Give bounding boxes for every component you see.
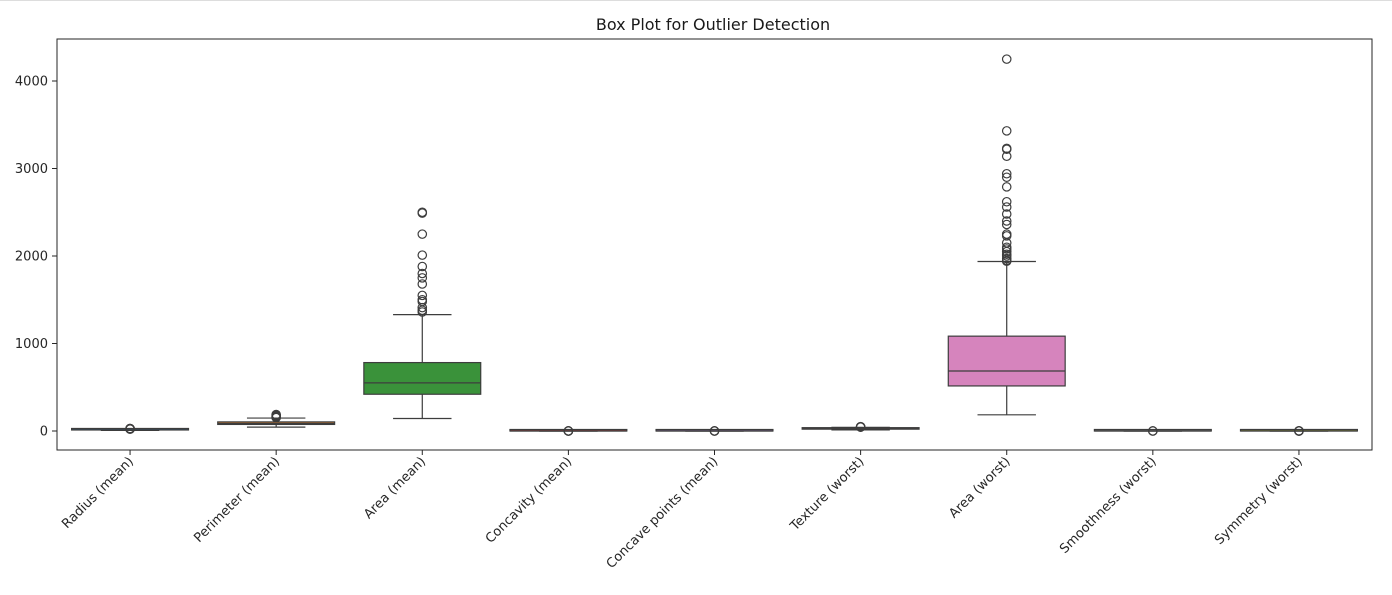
x-axis: Radius (mean) Perimeter (mean) Area (mean)… — [59, 450, 1306, 572]
box-group — [801, 421, 920, 432]
outlier-point — [417, 207, 428, 218]
box-series — [71, 54, 1358, 436]
outlier-point — [855, 421, 866, 432]
outlier-point — [1001, 216, 1012, 226]
outlier-point — [1001, 54, 1012, 64]
outlier-point — [1001, 143, 1012, 154]
outlier-point — [1001, 168, 1012, 179]
outlier-point — [1001, 172, 1012, 183]
outlier-point — [417, 229, 428, 239]
outlier-point — [417, 261, 428, 272]
outlier-point — [125, 423, 135, 434]
outlier-point — [1001, 229, 1012, 239]
x-tick-label: Concavity (mean) — [483, 454, 575, 546]
x-tick-label: Area (mean) — [361, 454, 429, 522]
y-tick-label: 2000 — [15, 250, 48, 265]
outlier-point — [417, 250, 428, 260]
y-tick-label: 1000 — [15, 337, 48, 352]
y-tick-label: 3000 — [15, 162, 48, 177]
iqr-box — [947, 335, 1066, 387]
chart-title: Box Plot for Outlier Detection — [596, 15, 830, 34]
x-tick-label: Perimeter (mean) — [191, 454, 283, 546]
x-tick-label: Area (worst) — [946, 454, 1013, 521]
outlier-point — [417, 273, 428, 283]
outlier-point — [1001, 126, 1012, 136]
x-tick-label: Smoothness (worst) — [1057, 454, 1160, 557]
outlier-point — [1148, 426, 1158, 436]
outlier-point — [417, 294, 428, 305]
box-group — [655, 426, 774, 436]
iqr-box — [363, 361, 482, 395]
y-axis: 0 1000 2000 3000 4000 — [15, 75, 57, 440]
x-tick-label: Concave points (mean) — [604, 454, 722, 572]
plot-frame — [56, 38, 1373, 451]
outlier-point — [417, 290, 428, 301]
outlier-point — [1001, 249, 1012, 260]
box-group — [1239, 426, 1358, 436]
outlier-point — [1294, 426, 1304, 436]
x-tick-label: Symmetry (worst) — [1212, 454, 1306, 548]
outlier-point — [417, 268, 428, 279]
box-group — [71, 423, 190, 434]
outlier-point — [271, 409, 281, 420]
y-tick-label: 4000 — [15, 75, 48, 90]
box-group — [1093, 426, 1212, 436]
y-tick-label: 0 — [40, 425, 48, 440]
outlier-point — [1001, 182, 1012, 192]
outlier-point — [1001, 219, 1012, 230]
box-group — [217, 409, 336, 428]
outlier-point — [563, 426, 574, 436]
box-group — [947, 54, 1066, 416]
outlier-point — [1001, 209, 1012, 219]
box-group — [363, 207, 482, 420]
outlier-point — [1001, 242, 1012, 253]
outlier-point — [417, 279, 428, 289]
outlier-point — [709, 426, 720, 436]
box-group — [509, 426, 628, 436]
x-tick-label: Radius (mean) — [59, 454, 137, 532]
x-tick-label: Texture (worst) — [787, 454, 867, 534]
outlier-point — [1001, 202, 1012, 212]
outlier-point — [1001, 196, 1012, 207]
top-border — [0, 0, 1392, 1]
outlier-point — [1001, 253, 1012, 264]
